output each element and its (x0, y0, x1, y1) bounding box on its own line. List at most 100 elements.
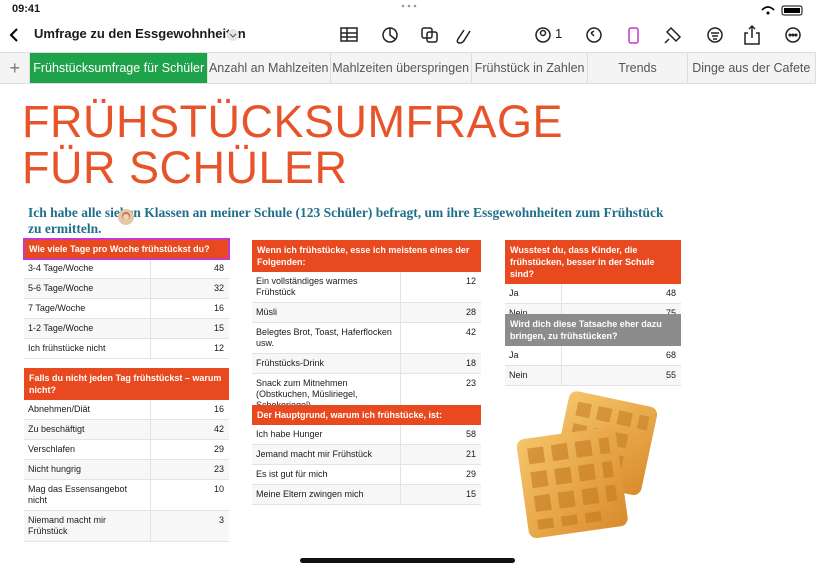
row-label[interactable]: Ja (505, 346, 562, 365)
row-value[interactable]: 16 (213, 404, 224, 414)
table-header[interactable]: Wird dich diese Tatsache eher dazu bring… (505, 314, 681, 346)
row-value[interactable]: 42 (213, 424, 224, 434)
row-value[interactable]: 21 (465, 449, 476, 459)
table-row: Ein vollständiges warmes Frühstück 12 (252, 272, 481, 303)
table-row: 1-2 Tage/Woche 15 (24, 319, 229, 339)
row-value[interactable]: 10 (213, 484, 224, 494)
table-row: 7 Tage/Woche 16 (24, 299, 229, 319)
table-row: 5-6 Tage/Woche 32 (24, 279, 229, 299)
row-label[interactable]: Jemand macht mir Frühstück (252, 445, 401, 464)
row-value[interactable]: 29 (465, 469, 476, 479)
table-button[interactable] (340, 27, 358, 42)
row-label[interactable]: Es ist gut für mich (252, 465, 401, 484)
row-value[interactable]: 15 (213, 323, 224, 333)
row-label[interactable]: Frühstücks-Drink (252, 354, 401, 373)
row-label[interactable]: Abnehmen/Diät (24, 400, 151, 419)
sheet-tab[interactable]: Trends (588, 53, 688, 83)
row-label[interactable]: Ein vollständiges warmes Frühstück (252, 272, 401, 302)
row-label[interactable]: Niemand macht mir Frühstück (24, 511, 151, 541)
row-value[interactable]: 55 (665, 370, 676, 380)
row-value[interactable]: 12 (213, 343, 224, 353)
row-value[interactable]: 3 (218, 515, 224, 525)
sheet-title: FÜR SCHÜLER (22, 142, 348, 193)
chart-button[interactable] (382, 27, 398, 43)
undo-button[interactable] (586, 27, 602, 43)
row-value[interactable]: 15 (465, 489, 476, 499)
row-value[interactable]: 58 (465, 429, 476, 439)
row-value[interactable]: 68 (665, 350, 676, 360)
title-menu[interactable] (226, 28, 240, 42)
share-button[interactable] (744, 24, 760, 45)
media-button[interactable] (456, 29, 471, 44)
collaborate-button[interactable] (535, 27, 551, 43)
row-label[interactable]: Verschlafen (24, 440, 151, 459)
table-row: Zu beschäftigt 42 (24, 420, 229, 440)
table-row: Verschlafen 29 (24, 440, 229, 460)
row-value[interactable]: 42 (465, 327, 476, 337)
clock: 09:41 (12, 3, 41, 15)
sheet-tabs: + Frühstücksumfrage für Schüler Anzahl an… (0, 52, 816, 84)
more-button[interactable] (785, 27, 801, 43)
row-label[interactable]: Müsli (252, 303, 401, 322)
brush-button[interactable] (664, 26, 682, 44)
sheet-tab[interactable]: Frühstück in Zahlen (472, 53, 589, 83)
table[interactable]: Der Hauptgrund, warum ich frühstücke, is… (252, 405, 481, 505)
table-header[interactable]: Der Hauptgrund, warum ich frühstücke, is… (252, 405, 481, 425)
row-value[interactable]: 18 (465, 358, 476, 368)
organize-button[interactable] (707, 27, 723, 43)
row-label[interactable]: 1-2 Tage/Woche (24, 319, 151, 338)
table[interactable]: Wusstest du, dass Kinder, die frühstücke… (505, 240, 681, 324)
table-row: Belegtes Brot, Toast, Haferflocken usw. 4… (252, 323, 481, 354)
back-button[interactable] (8, 27, 20, 43)
row-label[interactable]: 7 Tage/Woche (24, 299, 151, 318)
table-row: Ja 48 (505, 284, 681, 304)
document-title[interactable]: Umfrage zu den Essgewohnheiten (34, 26, 246, 41)
row-value[interactable]: 16 (213, 303, 224, 313)
row-value[interactable]: 23 (213, 464, 224, 474)
table-header[interactable]: Wie viele Tage pro Woche frühstückst du? (23, 238, 230, 260)
row-label[interactable]: Ja (505, 284, 562, 303)
row-label[interactable]: Belegtes Brot, Toast, Haferflocken usw. (252, 323, 401, 353)
format-button[interactable] (628, 27, 639, 44)
row-label[interactable]: Zu beschäftigt (24, 420, 151, 439)
row-value[interactable]: 32 (213, 283, 224, 293)
table[interactable]: Falls du nicht jeden Tag frühstückst – w… (24, 368, 229, 542)
row-value[interactable]: 48 (213, 263, 224, 273)
row-label[interactable]: 3-4 Tage/Woche (24, 259, 151, 278)
row-value[interactable]: 23 (465, 378, 476, 388)
row-value[interactable]: 75 (665, 308, 676, 318)
table-row: Abnehmen/Diät 16 (24, 400, 229, 420)
row-value[interactable]: 28 (465, 307, 476, 317)
row-label[interactable]: Nein (505, 304, 562, 323)
table-row: Nicht hungrig 23 (24, 460, 229, 480)
sheet-tab[interactable]: Mahlzeiten überspringen (331, 53, 472, 83)
table[interactable]: Wenn ich frühstücke, esse ich meistens e… (252, 240, 481, 416)
table-header[interactable]: Wenn ich frühstücke, esse ich meistens e… (252, 240, 481, 272)
sheet-title: FRÜHSTÜCKSUMFRAGE (22, 96, 564, 147)
row-label[interactable]: Mag das Essensangebot nicht (24, 480, 151, 510)
status-icons (761, 5, 803, 16)
table-row: 3-4 Tage/Woche 48 (24, 259, 229, 279)
sheet-tab[interactable]: Dinge aus der Cafete (688, 53, 816, 83)
table[interactable]: Wird dich diese Tatsache eher dazu bring… (505, 314, 681, 386)
table[interactable]: Wie viele Tage pro Woche frühstückst du?… (23, 238, 230, 359)
shape-button[interactable] (421, 27, 438, 43)
home-indicator (300, 558, 515, 563)
add-sheet-button[interactable]: + (0, 53, 31, 83)
table-header[interactable]: Wusstest du, dass Kinder, die frühstücke… (505, 240, 681, 284)
toolbar: Umfrage zu den Essgewohnheiten 1 (0, 20, 816, 50)
table-header[interactable]: Falls du nicht jeden Tag frühstückst – w… (24, 368, 229, 400)
row-label[interactable]: Meine Eltern zwingen mich (252, 485, 401, 504)
row-label[interactable]: 5-6 Tage/Woche (24, 279, 151, 298)
row-value[interactable]: 48 (665, 288, 676, 298)
waffle-image (516, 391, 658, 539)
row-value[interactable]: 12 (465, 276, 476, 286)
row-label[interactable]: Ich frühstücke nicht (24, 339, 151, 358)
sheet-tab[interactable]: Anzahl an Mahlzeiten (208, 53, 331, 83)
row-label[interactable]: Ich habe Hunger (252, 425, 401, 444)
row-label[interactable]: Nein (505, 366, 562, 385)
multitask-dots (401, 4, 417, 8)
row-value[interactable]: 29 (213, 444, 224, 454)
sheet-tab[interactable]: Frühstücksumfrage für Schüler (30, 53, 208, 83)
row-label[interactable]: Nicht hungrig (24, 460, 151, 479)
